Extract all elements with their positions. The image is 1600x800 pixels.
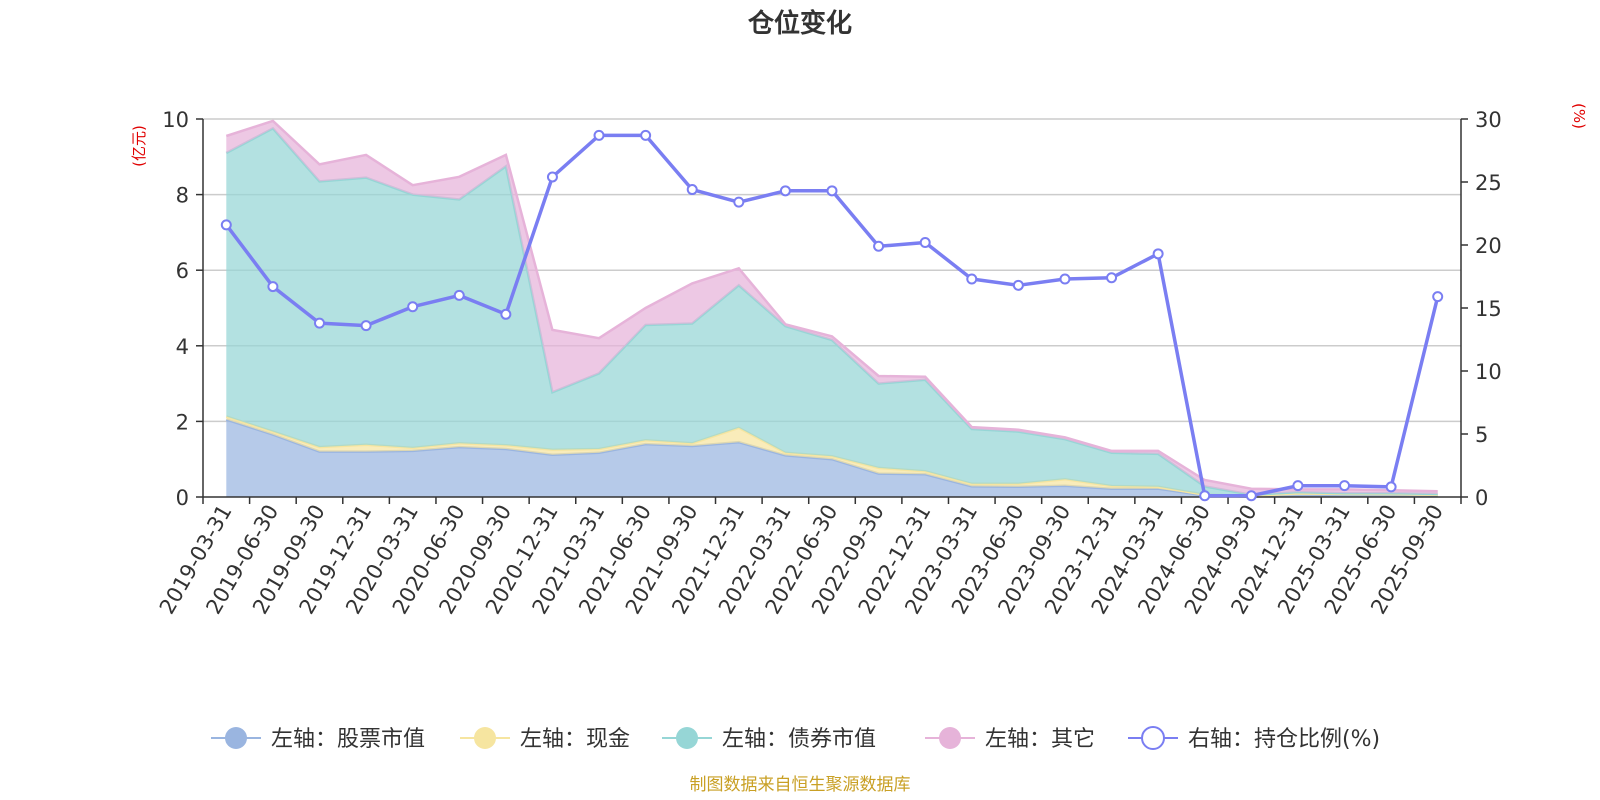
right-tick-label: 25	[1475, 171, 1502, 195]
ratio-point[interactable]	[1432, 291, 1444, 303]
ratio-point[interactable]	[1199, 490, 1211, 502]
left-tick-label: 8	[176, 184, 189, 208]
legend-item[interactable]: 左轴：现金	[460, 727, 630, 752]
legend-item[interactable]: 左轴：股票市值	[211, 727, 425, 752]
ratio-point[interactable]	[919, 236, 931, 248]
ratio-point[interactable]	[1385, 481, 1397, 493]
legend[interactable]: 左轴：股票市值 左轴：现金 左轴：债券市值 左轴：其它 右轴：持仓比例(%)	[211, 726, 1380, 752]
legend-item[interactable]: 左轴：其它	[925, 727, 1095, 752]
area-bond	[226, 128, 1438, 496]
right-tick-label: 5	[1475, 423, 1488, 447]
legend-symbol	[225, 727, 247, 749]
chart-title: 仓位变化	[747, 8, 852, 39]
left-axis-unit: (亿元)	[130, 125, 148, 167]
right-tick-label: 15	[1475, 297, 1502, 321]
ratio-point[interactable]	[1292, 480, 1304, 492]
ratio-point[interactable]	[1339, 480, 1351, 492]
left-tick-label: 0	[176, 486, 189, 510]
left-tick-label: 6	[176, 259, 189, 283]
ratio-point[interactable]	[1059, 273, 1071, 285]
area-edge-other	[225, 119, 1438, 493]
left-tick-label: 10	[162, 108, 189, 132]
legend-symbol	[474, 727, 496, 749]
right-tick-label: 30	[1475, 108, 1502, 132]
ratio-point[interactable]	[453, 289, 465, 301]
ratio-point[interactable]	[1152, 248, 1164, 260]
legend-symbol	[1141, 726, 1165, 750]
left-tick-label: 2	[176, 410, 189, 434]
legend-label: 左轴：其它	[985, 727, 1095, 752]
legend-label: 左轴：现金	[520, 727, 630, 752]
ratio-point[interactable]	[313, 317, 325, 329]
ratio-point[interactable]	[546, 171, 558, 183]
right-tick-label: 20	[1475, 234, 1502, 258]
ratio-point[interactable]	[220, 219, 232, 231]
legend-label: 右轴：持仓比例(%)	[1188, 727, 1380, 752]
ratio-point[interactable]	[267, 281, 279, 293]
right-axis-unit: (%)	[1570, 103, 1588, 129]
legend-symbol	[939, 727, 961, 749]
legend-symbol	[676, 727, 698, 749]
ratio-point[interactable]	[826, 185, 838, 197]
ratio-point[interactable]	[640, 129, 652, 141]
legend-label: 左轴：债券市值	[722, 727, 876, 752]
right-tick-label: 0	[1475, 486, 1488, 510]
right-tick-label: 10	[1475, 360, 1502, 384]
left-tick-label: 4	[176, 335, 189, 359]
legend-label: 左轴：股票市值	[271, 727, 425, 752]
data-source-note: 制图数据来自恒生聚源数据库	[690, 775, 911, 795]
area-stock	[226, 419, 1438, 497]
ratio-point[interactable]	[360, 320, 372, 332]
ratio-point[interactable]	[1245, 490, 1257, 502]
ratio-point[interactable]	[500, 308, 512, 320]
ratio-point[interactable]	[1012, 279, 1024, 291]
ratio-point[interactable]	[593, 129, 605, 141]
ratio-point[interactable]	[1106, 272, 1118, 284]
ratio-point[interactable]	[407, 301, 419, 313]
legend-item[interactable]: 右轴：持仓比例(%)	[1128, 726, 1380, 752]
ratio-line-series	[220, 129, 1444, 502]
ratio-point[interactable]	[873, 240, 885, 252]
legend-item[interactable]: 左轴：债券市值	[662, 727, 876, 752]
ratio-point[interactable]	[733, 196, 745, 208]
ratio-point[interactable]	[779, 185, 791, 197]
ratio-point[interactable]	[686, 184, 698, 196]
ratio-point[interactable]	[966, 273, 978, 285]
